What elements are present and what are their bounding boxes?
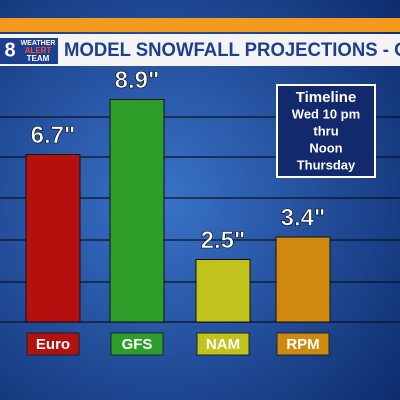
timeline-text: Noon <box>309 140 342 155</box>
header-banner <box>0 34 400 66</box>
category-box <box>276 332 330 356</box>
logo-box <box>0 38 58 64</box>
value-label: 3.4" <box>281 204 326 231</box>
value-label: 6.7" <box>31 122 76 149</box>
x-tick-label: RPM <box>286 336 319 353</box>
x-tick-label: Euro <box>36 336 70 353</box>
bar <box>25 154 81 323</box>
timeline-box <box>276 84 376 178</box>
category-box <box>26 332 80 356</box>
category-box <box>110 332 164 356</box>
logo-line: TEAM <box>27 54 50 63</box>
timeline-text: thru <box>313 123 338 138</box>
bar <box>109 99 165 323</box>
category-box <box>196 332 250 356</box>
timeline-text: Timeline <box>296 89 357 106</box>
timeline-text: Thursday <box>297 157 356 172</box>
chart-title: MODEL SNOWFALL PROJECTIONS - OM <box>64 40 400 61</box>
bar <box>195 259 251 323</box>
logo-line: ALERT <box>25 46 52 55</box>
top-strip <box>0 18 400 32</box>
logo-line: WEATHER <box>21 40 56 47</box>
value-label: 8.9" <box>115 67 160 94</box>
x-tick-label: NAM <box>206 336 240 353</box>
logo-number: 8 <box>4 39 15 61</box>
bar <box>275 236 331 323</box>
x-tick-label: GFS <box>122 336 153 353</box>
value-label: 2.5" <box>201 227 246 254</box>
timeline-text: Wed 10 pm <box>292 106 360 121</box>
